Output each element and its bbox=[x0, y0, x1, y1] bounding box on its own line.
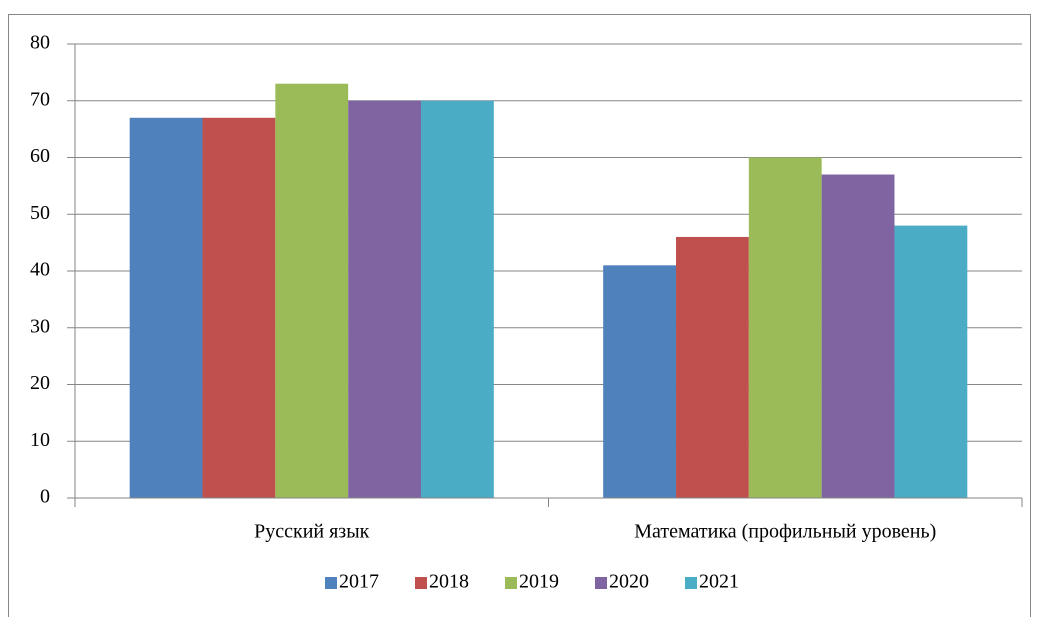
legend-swatch bbox=[595, 577, 607, 589]
bar bbox=[676, 236, 749, 498]
bar bbox=[420, 100, 494, 498]
y-tick-label: 70 bbox=[30, 88, 50, 110]
bar bbox=[821, 174, 895, 498]
bar bbox=[202, 117, 276, 499]
y-tick-label: 80 bbox=[30, 32, 50, 54]
y-tick-label: 60 bbox=[30, 145, 50, 167]
legend-swatch bbox=[415, 577, 427, 589]
y-tick-label: 20 bbox=[30, 372, 50, 394]
y-tick-label: 40 bbox=[30, 259, 50, 281]
legend-swatch bbox=[325, 577, 337, 589]
bar bbox=[129, 117, 203, 499]
bar bbox=[603, 265, 677, 498]
y-tick-label: 10 bbox=[30, 429, 50, 451]
legend-label: 2020 bbox=[609, 571, 649, 593]
y-tick-label: 30 bbox=[30, 315, 50, 337]
y-tick-label: 0 bbox=[40, 486, 50, 508]
bar bbox=[894, 225, 968, 498]
legend-swatch bbox=[685, 577, 697, 589]
legend-label: 2017 bbox=[339, 571, 379, 593]
bar bbox=[348, 100, 421, 498]
x-tick-label: Математика (профильный уровень) bbox=[634, 521, 936, 543]
bar bbox=[275, 83, 349, 498]
y-tick-label: 50 bbox=[30, 202, 50, 224]
legend-label: 2018 bbox=[429, 571, 469, 593]
legend-label: 2021 bbox=[699, 571, 739, 593]
legend-swatch bbox=[505, 577, 517, 589]
bar bbox=[748, 157, 822, 498]
legend-label: 2019 bbox=[519, 571, 559, 593]
x-tick-label: Русский язык bbox=[254, 521, 370, 543]
